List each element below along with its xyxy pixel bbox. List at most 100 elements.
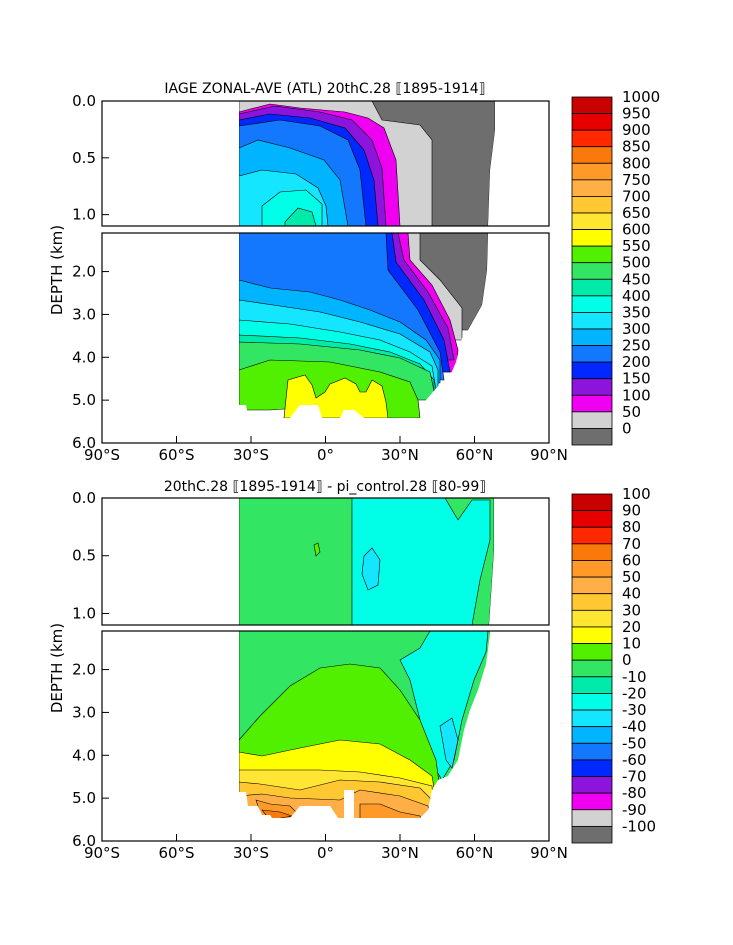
- colorbar-label: 700: [622, 187, 651, 205]
- y-tick-label: 3.0: [72, 703, 96, 721]
- colorbars: 1000950900850800750700650600550500450400…: [571, 88, 660, 844]
- colorbar-swatch: [571, 693, 613, 711]
- colorbar-swatch: [571, 295, 613, 313]
- panel-1-title: IAGE ZONAL-AVE (ATL) 20thC.28 ⟦1895-1914…: [164, 81, 485, 97]
- y-tick-label: 6.0: [72, 434, 96, 452]
- colorbar-swatch: [571, 378, 613, 396]
- y-tick-label: 5.0: [72, 789, 96, 807]
- colorbar-swatch: [571, 212, 613, 230]
- colorbar-swatch: [571, 593, 613, 611]
- colorbar-label: 600: [622, 221, 651, 239]
- colorbar-label: 100: [622, 485, 651, 503]
- y-tick-label: 5.0: [72, 391, 96, 409]
- colorbar-label: 10: [622, 635, 641, 653]
- y-tick-label: 0.0: [72, 489, 96, 507]
- colorbar-swatch: [571, 759, 613, 777]
- colorbar-label: 30: [622, 601, 641, 619]
- y-tick-label: 4.0: [72, 746, 96, 764]
- colorbar-swatch: [571, 493, 613, 512]
- x-tick-label: 90°S: [84, 446, 120, 464]
- colorbar-swatch: [571, 742, 613, 761]
- y-tick-label: 0.0: [72, 92, 96, 110]
- y-tick-label: 2.0: [72, 263, 96, 281]
- contour-minus-20: [439, 717, 459, 769]
- x-tick-label: 90°N: [530, 446, 568, 464]
- x-tick-label: 60°S: [158, 446, 194, 464]
- colorbar-label: 950: [622, 105, 651, 123]
- colorbar-swatch: [571, 394, 613, 413]
- colorbar-label: -10: [622, 668, 647, 686]
- colorbar-swatch: [571, 361, 613, 380]
- axis-ticks: 90°S 60°S 30°S 0° 30°N 60°N 90°N 0.0 0.5 1.0 2.0 3.…: [72, 92, 568, 862]
- colorbar-label: 20: [622, 618, 641, 636]
- colorbar-label: 40: [622, 585, 641, 603]
- panel-1-masks: [102, 101, 549, 443]
- contour-minus-10: [351, 498, 491, 625]
- panel-2-field-upper: [238, 498, 495, 625]
- colorbar-label: 100: [622, 386, 651, 404]
- colorbar-swatch: [571, 162, 613, 181]
- x-tick-label: 90°S: [84, 844, 120, 862]
- y-tick-label: 3.0: [72, 305, 96, 323]
- colorbar-swatch: [571, 676, 613, 694]
- colorbar-swatch: [571, 809, 613, 827]
- panel-2-ylabel: DEPTH (km): [48, 623, 66, 713]
- colorbar-swatch: [571, 328, 613, 346]
- y-tick-label: 2.0: [72, 661, 96, 679]
- x-tick-label: 60°N: [456, 446, 494, 464]
- colorbar-swatch: [571, 560, 613, 578]
- colorbar-swatch: [571, 428, 613, 446]
- x-tick-label: 90°N: [530, 844, 568, 862]
- colorbar-label: 350: [622, 303, 651, 321]
- colorbar-label: 500: [622, 254, 651, 272]
- colorbar-swatch: [571, 726, 613, 744]
- colorbar-swatch: [571, 196, 613, 214]
- colorbar-swatch: [571, 312, 613, 330]
- colorbar-label: -80: [622, 784, 647, 802]
- colorbar-label: 800: [622, 154, 651, 172]
- colorbar-label: 400: [622, 287, 651, 305]
- colorbar-label: 150: [622, 370, 651, 388]
- colorbar-label: 0: [622, 651, 632, 669]
- colorbar-swatch: [571, 825, 613, 844]
- colorbar-swatch: [571, 609, 613, 628]
- y-tick-label: 0.5: [72, 149, 96, 167]
- x-tick-label: 0°: [317, 446, 334, 464]
- x-tick-label: 60°N: [456, 844, 494, 862]
- x-tick-label: 30°S: [233, 446, 269, 464]
- colorbar-label: 1000: [622, 88, 660, 106]
- colorbar-swatch: [571, 345, 613, 363]
- colorbar-label: 750: [622, 171, 651, 189]
- colorbar-swatch: [571, 543, 613, 561]
- colorbar-swatch: [571, 113, 613, 131]
- y-tick-label: 1.0: [72, 206, 96, 224]
- panel-1-field-lower: [238, 233, 489, 419]
- colorbar-swatch: [571, 129, 613, 148]
- colorbar-swatch: [571, 643, 613, 661]
- colorbar-label: 90: [622, 502, 641, 520]
- colorbar-label: 80: [622, 518, 641, 536]
- y-tick-label: 4.0: [72, 348, 96, 366]
- colorbar-label: -40: [622, 718, 647, 736]
- x-tick-label: 60°S: [158, 844, 194, 862]
- colorbar-swatch: [571, 526, 613, 545]
- colorbar-label: 50: [622, 568, 641, 586]
- colorbar-label: 50: [622, 403, 641, 421]
- colorbar-swatch: [571, 262, 613, 280]
- colorbar-label: -60: [622, 751, 647, 769]
- colorbar-swatch: [571, 576, 613, 595]
- colorbar-label: 450: [622, 270, 651, 288]
- colorbar-label: 200: [622, 353, 651, 371]
- colorbar-label: 850: [622, 138, 651, 156]
- contour-minus-20: [361, 547, 381, 591]
- y-tick-label: 0.5: [72, 547, 96, 565]
- colorbar-swatch: [571, 229, 613, 247]
- colorbar-swatch: [571, 278, 613, 297]
- colorbar-label: -30: [622, 701, 647, 719]
- panel-1-ylabel: DEPTH (km): [48, 225, 66, 315]
- colorbar-swatch: [571, 411, 613, 429]
- panel-1-field-upper: [238, 101, 496, 226]
- y-tick-label: 6.0: [72, 832, 96, 850]
- panel-2-title: 20thC.28 ⟦1895-1914⟧ - pi_control.28 ⟦80…: [164, 479, 486, 495]
